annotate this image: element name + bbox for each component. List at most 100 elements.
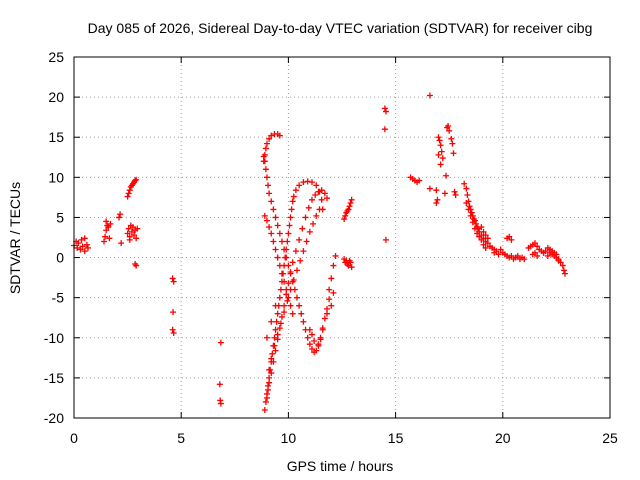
data-point	[508, 252, 515, 259]
data-point	[124, 230, 131, 237]
data-point	[288, 206, 295, 213]
data-point	[328, 302, 335, 309]
plot-frame	[73, 56, 611, 419]
data-point	[315, 188, 322, 195]
data-point	[495, 251, 502, 258]
data-point	[276, 262, 283, 269]
data-point	[266, 190, 273, 197]
data-point	[506, 233, 513, 240]
data-point	[514, 252, 521, 259]
data-point	[326, 286, 333, 293]
data-point	[272, 326, 279, 333]
data-point	[310, 220, 317, 227]
data-point	[433, 200, 440, 207]
data-point	[290, 193, 297, 200]
data-point	[466, 203, 473, 210]
data-point	[81, 235, 88, 242]
data-point	[348, 264, 355, 271]
data-point	[270, 206, 277, 213]
data-point	[480, 228, 487, 235]
data-point	[263, 217, 270, 224]
data-point	[268, 198, 275, 205]
data-point	[437, 161, 444, 168]
x-tick-label: 5	[177, 430, 185, 446]
data-point	[271, 334, 278, 341]
data-point	[476, 233, 483, 240]
data-point	[274, 222, 281, 229]
y-tick-label: 5	[56, 209, 64, 225]
data-point	[270, 238, 277, 245]
data-point	[474, 230, 481, 237]
data-point	[521, 256, 528, 263]
data-point	[296, 182, 303, 189]
data-point	[75, 240, 82, 247]
data-point	[271, 342, 278, 349]
data-point	[438, 148, 445, 155]
data-point	[131, 232, 138, 239]
data-point	[283, 286, 290, 293]
data-point	[266, 224, 273, 231]
x-axis-label: GPS time / hours	[287, 458, 394, 474]
data-point	[473, 220, 479, 227]
data-points	[71, 92, 568, 413]
data-point	[217, 400, 224, 407]
data-point	[441, 190, 448, 197]
data-point	[266, 379, 273, 386]
data-point	[278, 238, 285, 245]
data-point	[126, 187, 133, 194]
x-tick-label: 0	[70, 430, 78, 446]
data-point	[382, 236, 389, 243]
data-point	[451, 188, 458, 195]
data-point	[263, 394, 270, 401]
data-point	[300, 248, 307, 255]
data-point	[125, 190, 132, 197]
data-point	[289, 198, 296, 205]
data-point	[469, 219, 476, 226]
data-point	[326, 296, 333, 303]
data-point	[463, 185, 470, 192]
data-point	[286, 222, 293, 229]
data-point	[315, 341, 322, 348]
x-tick-label: 15	[388, 430, 404, 446]
data-point	[170, 309, 177, 316]
data-point	[293, 294, 300, 301]
data-point	[260, 158, 267, 165]
data-point	[132, 177, 139, 184]
data-point	[330, 262, 337, 269]
data-point	[272, 246, 279, 253]
data-point	[478, 236, 485, 243]
x-tick-label: 10	[281, 430, 297, 446]
data-point	[133, 262, 140, 269]
y-axis-label: SDTVAR / TECUs	[7, 182, 23, 294]
data-point	[436, 137, 443, 144]
data-point	[484, 235, 491, 242]
data-point	[283, 254, 290, 261]
data-point	[332, 252, 339, 259]
data-point	[478, 224, 485, 231]
data-point	[169, 275, 176, 282]
data-point	[299, 225, 306, 232]
data-point	[285, 294, 292, 301]
data-point	[272, 302, 279, 309]
data-point	[170, 329, 177, 336]
data-point	[263, 174, 270, 181]
data-point	[313, 212, 320, 219]
data-point	[292, 248, 299, 255]
y-tick-label: -5	[52, 290, 65, 306]
data-point	[302, 214, 309, 221]
data-point	[435, 151, 442, 158]
data-point	[319, 326, 326, 333]
data-point	[285, 262, 292, 269]
data-point	[285, 230, 292, 237]
data-point	[305, 204, 312, 211]
data-point	[276, 132, 283, 139]
data-point	[266, 366, 273, 373]
data-point	[133, 235, 140, 242]
data-point	[79, 243, 86, 250]
data-point	[124, 193, 131, 200]
data-point	[321, 190, 328, 197]
data-point	[508, 236, 515, 243]
data-point	[128, 228, 135, 235]
data-point	[323, 195, 330, 202]
data-point	[126, 236, 133, 243]
